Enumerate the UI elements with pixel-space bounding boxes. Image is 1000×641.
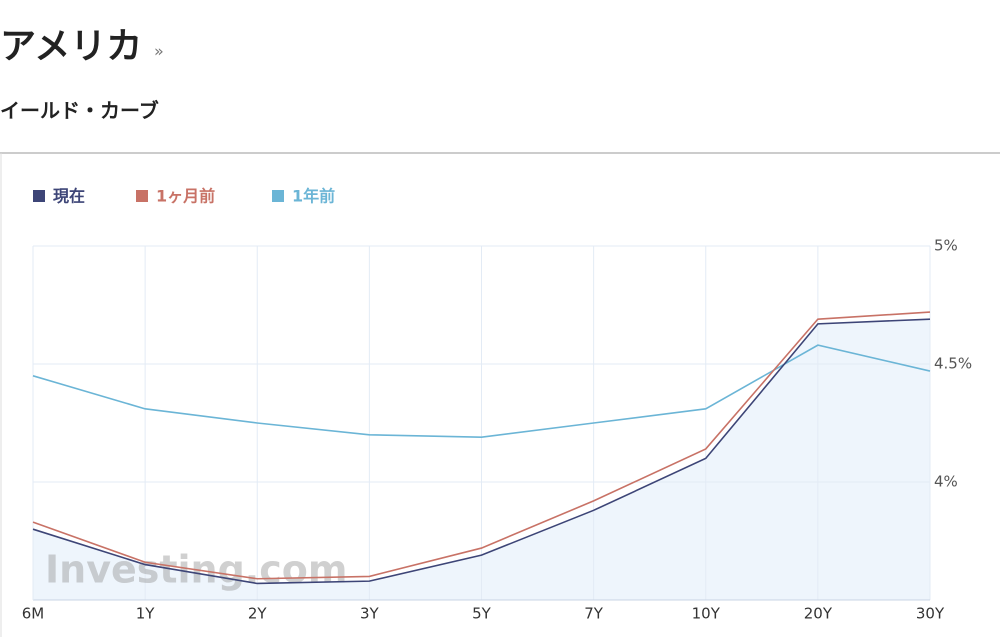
y-tick-label: 5% xyxy=(934,237,958,255)
x-tick-label: 7Y xyxy=(584,605,604,623)
legend-swatch xyxy=(33,190,45,202)
legend-label: 1ヶ月前 xyxy=(156,187,215,206)
page-title: アメリカ xyxy=(0,26,142,67)
x-tick-label: 6M xyxy=(22,605,45,623)
x-tick-label: 1Y xyxy=(136,605,156,623)
series-line xyxy=(32,344,931,438)
legend-label: 現在 xyxy=(53,187,85,206)
y-tick-label: 4% xyxy=(934,473,958,491)
legend-swatch xyxy=(136,190,148,202)
section-title: イールド・カーブ xyxy=(0,99,159,123)
x-tick-label: 20Y xyxy=(804,605,833,623)
x-tick-label: 3Y xyxy=(360,605,380,623)
x-tick-label: 2Y xyxy=(248,605,268,623)
legend-swatch xyxy=(272,190,284,202)
legend-label: 1年前 xyxy=(292,187,335,206)
x-tick-label: 5Y xyxy=(472,605,492,623)
more-link[interactable]: » xyxy=(154,42,164,61)
series-line xyxy=(32,318,931,585)
x-tick-label: 10Y xyxy=(692,605,721,623)
y-tick-label: 4.5% xyxy=(934,355,972,373)
x-tick-label: 30Y xyxy=(916,605,945,623)
series-line xyxy=(32,311,931,580)
